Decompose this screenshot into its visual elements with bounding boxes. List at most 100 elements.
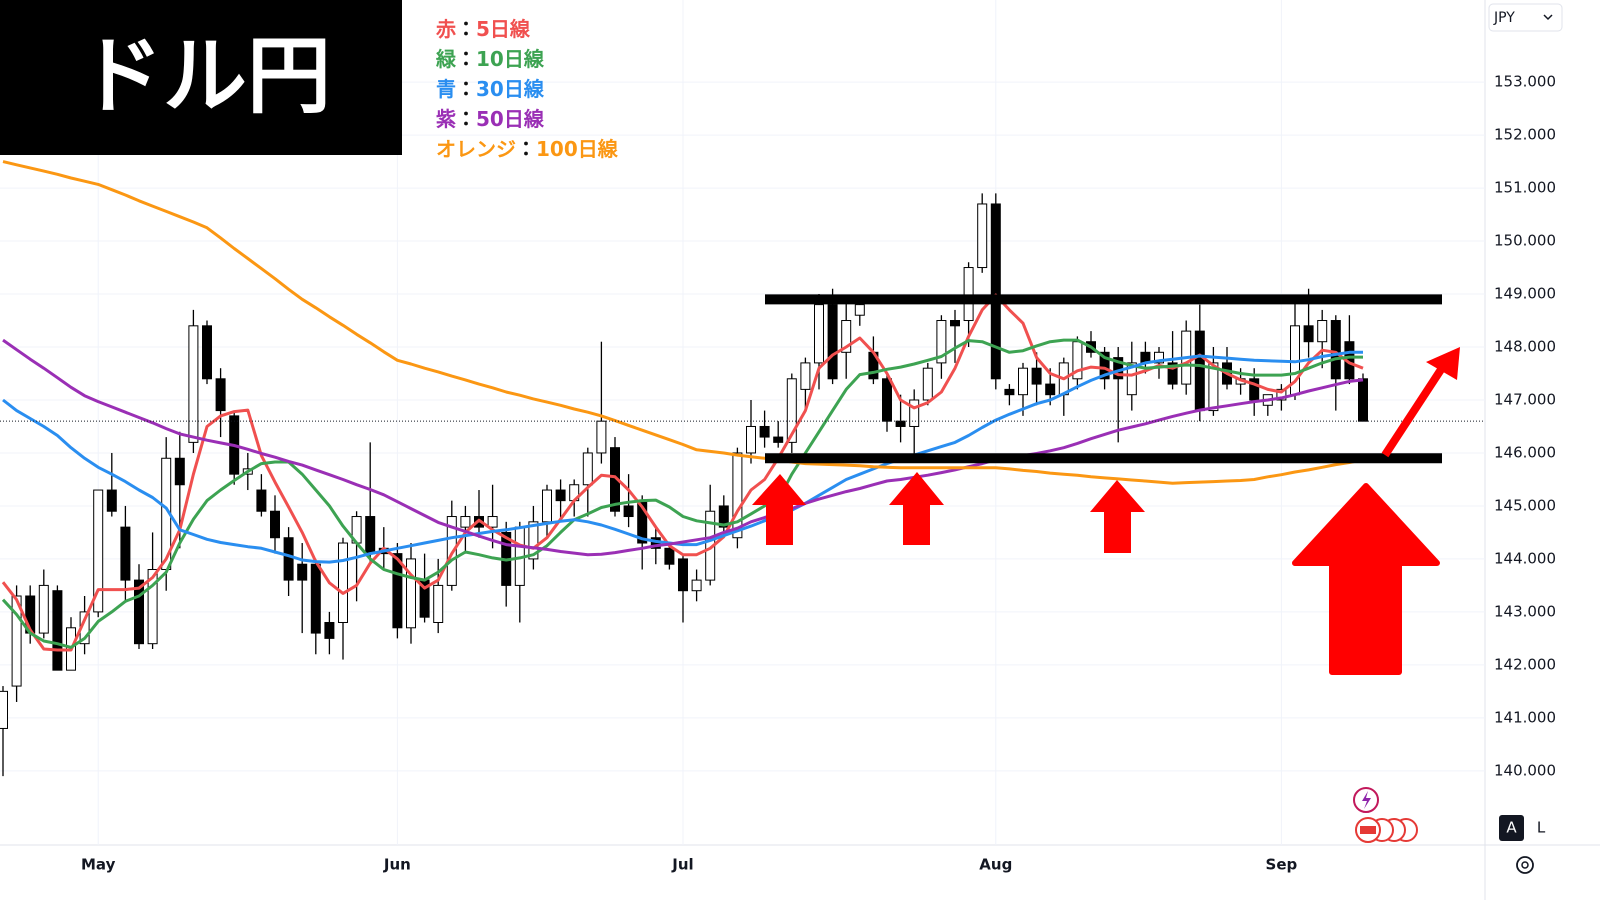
settings-icon[interactable] [1516, 856, 1534, 874]
legend-color-word: 赤 [435, 17, 456, 41]
legend-name: 50日線 [476, 107, 545, 131]
candle-body [256, 489, 267, 512]
legend-name: 30日線 [476, 77, 545, 101]
candle-body [365, 516, 376, 555]
candle-body [773, 436, 784, 443]
candle-body [1317, 320, 1328, 343]
candle-body [895, 420, 906, 427]
candle-body [582, 452, 593, 486]
y-tick-label: 146.000 [1494, 443, 1556, 461]
y-tick-label: 148.000 [1494, 338, 1556, 356]
title-box: ドル円 [0, 0, 402, 155]
candle-body [596, 420, 607, 454]
diagonal-arrow [1381, 365, 1446, 458]
candle-body [854, 304, 865, 316]
flag-stripes [1360, 826, 1376, 834]
up-arrow [889, 472, 944, 545]
candle-body [1045, 383, 1056, 396]
candle-body [1303, 325, 1314, 343]
candle-body [11, 595, 22, 687]
up-arrow [1090, 480, 1145, 553]
candle-body [664, 547, 675, 565]
ma-line [2, 338, 1364, 557]
legend-color-word: 青 [436, 77, 456, 101]
y-tick-label: 149.000 [1494, 285, 1556, 303]
candle-body [950, 320, 960, 327]
candle-body [963, 267, 974, 322]
chart-title: ドル円 [79, 27, 331, 125]
settings-icon-core [1521, 861, 1529, 869]
candle-body [990, 203, 1001, 380]
candle-body [460, 516, 471, 528]
candle-body [882, 378, 892, 422]
candle-body [922, 367, 933, 401]
currency-box[interactable] [1488, 3, 1563, 32]
candle-body [120, 526, 131, 581]
x-tick-label: Sep [1266, 856, 1298, 874]
candle-body [406, 558, 416, 629]
ma-line [2, 160, 1364, 485]
y-tick-label: 144.000 [1494, 549, 1556, 567]
auto-button[interactable] [1499, 815, 1524, 841]
candle-body [623, 505, 634, 518]
legend-color-word: 緑 [435, 47, 457, 71]
y-tick-label: 141.000 [1494, 708, 1556, 726]
dropdown-caret[interactable] [1543, 14, 1553, 21]
candle-body [1004, 388, 1015, 396]
candle-body [52, 590, 63, 671]
candle-body [1154, 351, 1164, 364]
candle-body [977, 203, 988, 269]
ma-line [1, 293, 1364, 652]
legend-separator: ： [456, 77, 476, 101]
candle-body [936, 320, 947, 364]
currency-label[interactable]: JPY [1493, 10, 1515, 26]
candle-body [1208, 362, 1219, 412]
y-tick-label: 142.000 [1494, 655, 1556, 673]
scale-buttons: A L [1499, 815, 1546, 841]
candle-body [542, 489, 552, 523]
candle-body [555, 489, 566, 502]
candle-body [188, 325, 199, 443]
x-tick-label: May [81, 856, 116, 874]
candle-body [718, 505, 729, 528]
legend-name: 5日線 [476, 17, 531, 41]
candle-body [841, 320, 852, 353]
legend-separator: ： [516, 137, 536, 161]
x-tick-label: Jul [671, 856, 693, 874]
log-button-label[interactable]: L [1537, 819, 1546, 837]
y-tick-label: 153.000 [1494, 73, 1556, 91]
candle-body [338, 542, 348, 623]
legend-entry: 赤：5日線 [435, 17, 531, 41]
candle-body [909, 399, 920, 427]
candle-body [147, 569, 158, 645]
legend-entry: 青：30日線 [436, 77, 545, 101]
annotations [752, 347, 1460, 675]
candle-body [283, 537, 294, 581]
candle-body [746, 425, 756, 454]
auto-button-label[interactable]: A [1506, 819, 1517, 837]
candle-body [691, 579, 702, 592]
candle-body [1099, 351, 1110, 380]
legend-color-word: 紫 [436, 107, 456, 131]
legend-separator: ： [456, 47, 476, 71]
candle-body [1167, 362, 1178, 385]
candle-body [1031, 367, 1042, 385]
y-tick-label: 147.000 [1494, 390, 1556, 408]
candle-body [297, 563, 308, 581]
event-icon-bolt [1362, 791, 1371, 809]
y-tick-label: 150.000 [1494, 232, 1556, 250]
legend-color-word: オレンジ [436, 137, 516, 161]
diagonal-arrow-head [1426, 347, 1460, 380]
currency-selector[interactable]: JPY [1488, 3, 1563, 32]
x-tick-label: Jun [383, 856, 411, 874]
event-icons [1353, 787, 1418, 843]
candle-body [215, 378, 226, 412]
legend-separator: ： [456, 107, 476, 131]
settings[interactable] [1516, 856, 1534, 874]
candle-body [106, 489, 117, 512]
candle-body [433, 584, 444, 623]
